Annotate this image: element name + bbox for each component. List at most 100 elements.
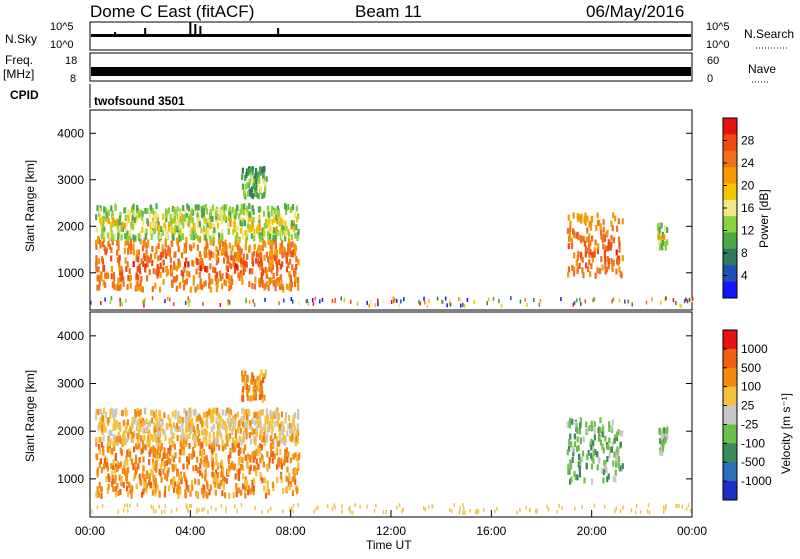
scatter-cell (152, 509, 155, 514)
echo-cell (216, 222, 220, 229)
echo-cell (182, 284, 186, 291)
echo-cell (588, 259, 591, 266)
echo-cell (596, 212, 599, 219)
scatter-cell (390, 299, 393, 304)
echo-cell (578, 262, 581, 269)
echo-cell (261, 193, 264, 200)
echo-cell (598, 457, 601, 464)
echo-cell (103, 206, 106, 213)
colorbar-swatch (723, 281, 737, 299)
echo-cell (589, 224, 592, 231)
echo-cell (261, 280, 264, 287)
range-tick-label: 2000 (57, 424, 84, 438)
echo-cell (204, 420, 207, 427)
echo-cell (568, 445, 571, 452)
echo-cell (223, 476, 226, 483)
echo-cell (576, 268, 579, 275)
echo-cell (194, 286, 197, 293)
echo-cell (252, 389, 256, 396)
echo-cell (283, 439, 286, 446)
echo-cell (275, 226, 278, 233)
echo-cell (258, 169, 262, 176)
echo-cell (104, 207, 108, 214)
echo-cell (576, 474, 579, 481)
echo-cell (283, 248, 286, 255)
echo-cell (213, 407, 216, 414)
scatter-cell (534, 508, 537, 513)
scatter-cell (141, 300, 144, 305)
echo-cell (287, 415, 291, 422)
echo-cell (98, 217, 102, 224)
echo-cell (163, 226, 166, 233)
echo-cell (573, 252, 576, 259)
echo-cell (102, 236, 106, 243)
echo-cell (99, 436, 102, 443)
scatter-cell (536, 508, 538, 513)
echo-cell (112, 434, 115, 441)
scatter-cell (143, 298, 146, 303)
scatter-cell (101, 504, 104, 509)
echo-cell (185, 434, 189, 441)
echo-cell (112, 440, 115, 447)
echo-cell (123, 435, 126, 442)
echo-cell (122, 481, 125, 488)
echo-cell (610, 234, 613, 241)
echo-cell (135, 443, 138, 450)
echo-cell (169, 458, 172, 465)
echo-cell (661, 445, 665, 452)
colorbar-tick-label: 8 (741, 246, 748, 260)
echo-cell (194, 434, 197, 441)
echo-cell (208, 438, 211, 445)
echo-cell (202, 263, 205, 270)
echo-cell (606, 443, 609, 450)
echo-cell (289, 457, 292, 464)
echo-cell (174, 413, 177, 420)
scatter-cell (161, 510, 163, 515)
echo-cell (267, 489, 270, 496)
echo-cell (141, 286, 144, 293)
scatter-cell (126, 503, 129, 508)
echo-cell (225, 252, 228, 259)
echo-cell (262, 210, 266, 217)
echo-cell (593, 251, 596, 258)
echo-cell (186, 463, 189, 470)
echo-cell (213, 440, 216, 447)
echo-cell (257, 385, 260, 392)
echo-cell (229, 452, 232, 459)
echo-cell (592, 450, 596, 457)
echo-cell (168, 450, 171, 457)
echo-cell (217, 238, 221, 245)
echo-cell (577, 445, 580, 452)
echo-cell (257, 445, 260, 452)
echo-cell (177, 489, 180, 496)
echo-cell (215, 459, 218, 466)
echo-cell (157, 266, 160, 273)
echo-cell (110, 265, 114, 272)
echo-cell (259, 245, 262, 252)
nsky-baseline (91, 34, 691, 37)
scatter-cell (462, 510, 464, 515)
echo-cell (145, 228, 148, 235)
scatter-cell (305, 299, 307, 304)
echo-cell (216, 257, 220, 264)
echo-cell (117, 424, 120, 431)
echo-cell (216, 431, 219, 438)
echo-cell (139, 238, 142, 245)
echo-cell (99, 448, 102, 455)
echo-cell (121, 221, 124, 228)
echo-cell (584, 245, 588, 252)
echo-cell (224, 443, 227, 450)
echo-cell (297, 213, 300, 220)
scatter-cell (334, 299, 336, 304)
echo-cell (592, 440, 595, 447)
echo-cell (244, 485, 247, 492)
echo-cell (295, 455, 299, 462)
echo-cell (293, 473, 296, 480)
echo-cell (263, 424, 266, 431)
colorbar-swatch (723, 265, 737, 283)
echo-cell (601, 430, 604, 437)
echo-cell (117, 232, 120, 239)
echo-cell (281, 219, 284, 226)
echo-cell (275, 270, 279, 277)
echo-cell (117, 244, 120, 251)
